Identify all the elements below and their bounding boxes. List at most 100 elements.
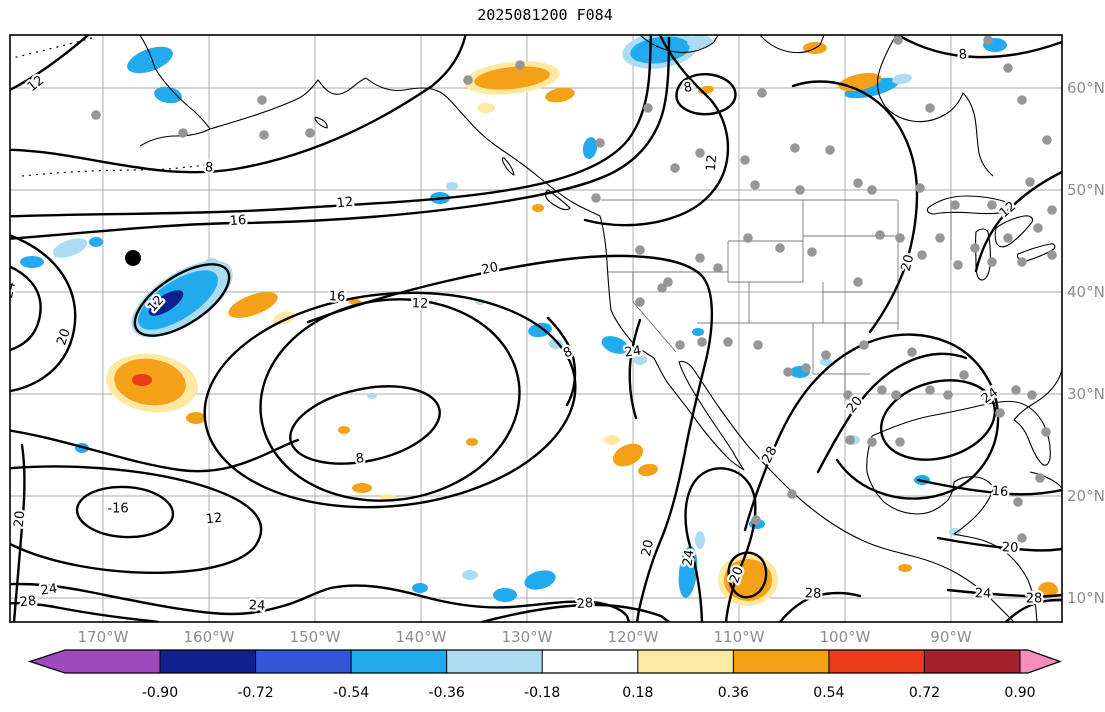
- contour-label: 24: [974, 586, 991, 602]
- station-dot: [935, 233, 945, 243]
- colorbar-outline: [27, 649, 1062, 674]
- station-dot: [1003, 233, 1013, 243]
- contour-label: 12: [411, 296, 428, 312]
- colorbar-tick-label: -0.18: [524, 685, 560, 701]
- contour-label: 24: [248, 598, 265, 614]
- contour-label: 12: [336, 195, 354, 212]
- station-dot: [943, 390, 953, 400]
- station-dot: [983, 35, 993, 45]
- station-dot: [1047, 205, 1057, 215]
- plot-title: 2025081200 F084: [477, 6, 612, 24]
- contour-label: 28: [1026, 592, 1043, 607]
- station-dot: [853, 178, 863, 188]
- colorbar-segment: [446, 650, 543, 673]
- y-tick-label: 50°N: [1067, 181, 1105, 199]
- station-dot: [675, 340, 685, 350]
- station-dot: [925, 385, 935, 395]
- contour-lines: [10, 35, 1062, 622]
- station-dot: [663, 277, 673, 287]
- station-dot: [787, 489, 797, 499]
- contour-label: 20: [639, 538, 657, 557]
- colorbar-arrow-high: [1020, 650, 1060, 673]
- station-dot: [757, 88, 767, 98]
- station-dot: [1017, 257, 1027, 267]
- contour-label: 28: [576, 596, 594, 612]
- x-tick-label: 120°W: [608, 628, 659, 646]
- station-dot: [697, 337, 707, 347]
- contour-label: 20: [12, 510, 29, 528]
- station-dot: [891, 390, 901, 400]
- station-dot: [825, 145, 835, 155]
- colorbar-tick-label: -0.54: [333, 685, 369, 701]
- station-dot: [895, 437, 905, 447]
- station-dot: [1033, 223, 1043, 233]
- contour-label: 24: [680, 549, 697, 567]
- station-dot: [743, 233, 753, 243]
- colorbar-segment: [351, 650, 447, 673]
- station-dot: [1013, 497, 1023, 507]
- contour-label: 12: [25, 73, 47, 95]
- contour-label: 24: [624, 343, 642, 360]
- station-dot: [859, 340, 869, 350]
- station-dot: [751, 515, 761, 525]
- station-dot: [907, 347, 917, 357]
- contour-label: 24: [40, 581, 58, 598]
- colorbar-tick-label: -0.36: [429, 685, 465, 701]
- map-frame: [9, 34, 1063, 623]
- station-dot: [257, 95, 267, 105]
- state-borders: [601, 199, 952, 398]
- colorbar-tick-label: 0.54: [813, 685, 844, 701]
- station-dot: [178, 128, 188, 138]
- contour-label: 12: [205, 511, 223, 528]
- station-dot: [875, 230, 885, 240]
- contour-label: 16: [328, 289, 345, 305]
- station-dot: [821, 350, 831, 360]
- colorbar-segment: [828, 650, 925, 673]
- station-dot: [1017, 95, 1027, 105]
- x-tick-label: 140°W: [396, 628, 447, 646]
- contour-label: 16: [229, 213, 247, 229]
- station-dot: [1035, 473, 1045, 483]
- colorbar-tick-label: 0.72: [909, 685, 940, 701]
- colorbar-tick-label: 0.36: [718, 685, 749, 701]
- station-dot: [970, 243, 980, 253]
- x-tick-label: 150°W: [290, 628, 341, 646]
- y-tick-label: 40°N: [1067, 283, 1105, 301]
- station-dot: [790, 143, 800, 153]
- y-axis-labels: 60°N 50°N 40°N 30°N 20°N 10°N: [1067, 79, 1105, 607]
- station-dot: [643, 103, 653, 113]
- station-dot: [713, 263, 723, 273]
- x-tick-label: 110°W: [714, 628, 765, 646]
- station-dot: [750, 180, 760, 190]
- y-tick-label: 30°N: [1067, 385, 1105, 403]
- colorbar-segment: [255, 650, 352, 673]
- station-dot: [775, 243, 785, 253]
- station-dot: [867, 185, 877, 195]
- station-dot: [1047, 250, 1057, 260]
- station-dot: [925, 103, 935, 113]
- contour-label: 20: [1001, 540, 1018, 556]
- x-tick-label: 160°W: [184, 628, 235, 646]
- station-dot: [91, 110, 101, 120]
- colorbar-segment: [637, 650, 734, 673]
- station-dot: [995, 408, 1005, 418]
- station-dot: [753, 340, 763, 350]
- colorbar: -0.90 -0.72 -0.54 -0.36 -0.18 0.18 0.36 0.54 0.7…: [27, 649, 1062, 701]
- anomaly-shading: [20, 35, 1058, 606]
- highlight-dot: [125, 250, 141, 266]
- colorbar-tick-label: 0.90: [1004, 685, 1035, 701]
- colorbar-segment: [924, 650, 1020, 673]
- contour-label: 16: [991, 484, 1009, 500]
- station-dots: [91, 35, 1057, 543]
- x-tick-label: 130°W: [502, 628, 553, 646]
- colorbar-segment: [733, 650, 829, 673]
- station-dot: [987, 200, 997, 210]
- station-dot: [893, 35, 903, 45]
- station-dot: [1042, 135, 1052, 145]
- station-dot: [657, 283, 667, 293]
- x-tick-label: 170°W: [78, 628, 129, 646]
- contour-label: 24: [1, 280, 19, 299]
- station-dot: [867, 437, 877, 447]
- contour-label: 8: [355, 451, 365, 467]
